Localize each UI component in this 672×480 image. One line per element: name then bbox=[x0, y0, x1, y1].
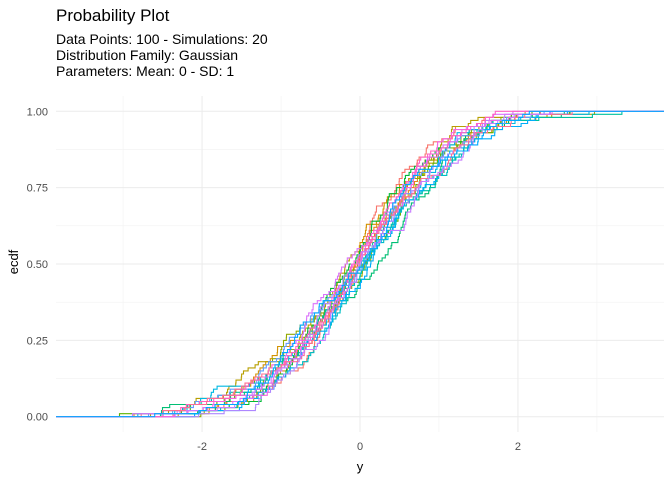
x-axis-title: y bbox=[357, 459, 364, 474]
y-tick-label: 0.75 bbox=[27, 183, 48, 195]
chart-subtitle-line-3: Parameters: Mean: 0 - SD: 1 bbox=[56, 63, 235, 79]
x-tick-label: 2 bbox=[515, 441, 521, 453]
ecdf-series-20 bbox=[56, 110, 664, 418]
ecdf-series-19 bbox=[56, 110, 664, 418]
y-tick-label: 0.50 bbox=[27, 259, 48, 271]
x-tick-label: -2 bbox=[197, 441, 207, 453]
chart-title: Probability Plot bbox=[56, 6, 170, 25]
y-tick-label: 1.00 bbox=[27, 106, 48, 118]
axis-ticks: -2 0 2 0.00 0.25 0.50 0.75 1.00 bbox=[27, 106, 521, 453]
chart-subtitle-line-1: Data Points: 100 - Simulations: 20 bbox=[56, 31, 268, 47]
ecdf-series-group bbox=[56, 110, 664, 418]
ecdf-series-17 bbox=[56, 110, 664, 418]
y-tick-label: 0.25 bbox=[27, 335, 48, 347]
y-axis-title: ecdf bbox=[6, 249, 21, 274]
chart-subtitle-line-2: Distribution Family: Gaussian bbox=[56, 47, 239, 63]
y-tick-label: 0.00 bbox=[27, 412, 48, 424]
x-tick-label: 0 bbox=[357, 441, 363, 453]
